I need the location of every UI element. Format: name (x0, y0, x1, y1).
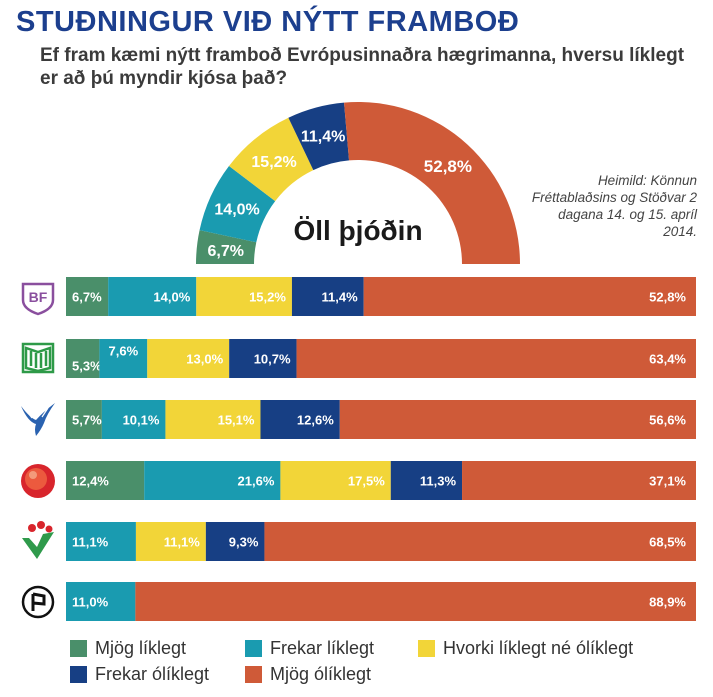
bar-segment-label: 11,1% (72, 535, 109, 550)
legend-item: Hvorki líklegt né ólíklegt (418, 638, 633, 659)
donut-slice-label: 11,4% (301, 129, 345, 146)
bar-segment (280, 461, 391, 500)
bf-logo-text: BF (29, 289, 48, 305)
bar-segment-label: 11,1% (164, 535, 201, 550)
legend-swatch (245, 640, 262, 657)
legend-swatch (70, 666, 87, 683)
bar-segment (264, 522, 696, 561)
sjalfstaedis-logo (21, 403, 55, 436)
bar-segment (291, 277, 364, 316)
piratar-logo (21, 585, 55, 619)
legend-item: Mjög líklegt (70, 638, 186, 659)
bar-segment (66, 400, 102, 439)
legend-swatch (418, 640, 435, 657)
donut-slice-label: 15,2% (251, 154, 296, 171)
bar-segment-label: 11,3% (420, 474, 457, 489)
donut-slice (196, 230, 257, 264)
legend-label: Frekar líklegt (270, 638, 375, 658)
legend-item: Mjög ólíklegt (245, 664, 371, 685)
bar-segment-label: 52,8% (649, 290, 686, 305)
chart-subtitle: Ef fram kæmi nýtt framboð Evrópusinnaðra… (40, 45, 685, 89)
bar-segment (339, 400, 696, 439)
stacked-bar-chart: 6,7% 14,0% 15,2% 11,4% 52,8% 5,3% 7,6% 13,0% 10,… (66, 277, 696, 621)
legend-swatch (70, 640, 87, 657)
donut-slice (344, 102, 520, 264)
bar-segment-label: 63,4% (649, 352, 686, 367)
bar-segment-label: 7,6% (109, 344, 139, 359)
bar-segment (144, 461, 281, 500)
bar-segment (99, 339, 148, 378)
chart-title: STUÐNINGUR VIÐ NÝTT FRAMBOÐ (16, 6, 520, 38)
legend: Mjög líklegt Frekar líklegt Hvorki líkle… (70, 638, 710, 694)
donut-slice-label: 14,0% (214, 202, 259, 219)
bf-logo: BF (21, 282, 55, 316)
bar-segment (66, 277, 109, 316)
bar-segment-label: 6,7% (72, 290, 102, 305)
bar-segment-label: 15,2% (249, 290, 286, 305)
legend-label: Mjög líklegt (95, 638, 187, 658)
bar-segment (390, 461, 463, 500)
bar-segment-label: 13,0% (186, 352, 223, 367)
vinstri-graen-logo (22, 521, 54, 559)
bar-segment-label: 21,6% (238, 474, 275, 489)
bar-segment-label: 10,1% (123, 413, 160, 428)
legend-label: Mjög ólíklegt (270, 664, 372, 684)
bar-segment (205, 522, 265, 561)
bar-segment-label: 12,6% (297, 413, 334, 428)
bar-segment (196, 277, 292, 316)
bar-segment-label: 17,5% (348, 474, 385, 489)
legend-item: Frekar ólíklegt (70, 664, 209, 685)
half-donut-chart: 6,7% 14,0% 15,2% 11,4% 52,8% (196, 102, 520, 264)
bar-segment-label: 12,4% (72, 474, 109, 489)
bar-segment (101, 400, 166, 439)
legend-swatch (245, 666, 262, 683)
bar-segment-label: 68,5% (649, 535, 686, 550)
bar-segment-label: 37,1% (649, 474, 686, 489)
bar-segment-label: 15,1% (218, 413, 255, 428)
bar-segment (260, 400, 340, 439)
bar-segment (363, 277, 696, 316)
bar-segment-label: 10,7% (254, 352, 291, 367)
bar-segment-label: 11,0% (72, 595, 109, 610)
donut-slice (229, 117, 314, 202)
donut-slice (199, 166, 276, 243)
samfylking-logo (21, 464, 55, 498)
framsokn-logo (21, 342, 55, 374)
donut-slice-label: 6,7% (208, 243, 244, 260)
bar-segment (135, 582, 696, 621)
bar-segment (66, 582, 136, 621)
bar-segment-label: 9,3% (229, 535, 259, 550)
bar-segment (108, 277, 197, 316)
legend-item: Frekar líklegt (245, 638, 374, 659)
donut-slice-label: 52,8% (424, 157, 472, 176)
bar-segment-label: 5,7% (72, 413, 102, 428)
legend-label: Hvorki líklegt né ólíklegt (443, 638, 634, 658)
bar-segment (66, 339, 100, 378)
bar-segment (147, 339, 230, 378)
bar-segment-label: 14,0% (153, 290, 190, 305)
bar-segment-label: 56,6% (649, 413, 686, 428)
bar-segment (66, 522, 136, 561)
half-donut-title: Öll þjóðin (293, 215, 422, 246)
source-note: Heimild: Könnun Fréttablaðsins og Stöðva… (531, 173, 697, 239)
bar-segment-label: 11,4% (322, 290, 359, 305)
legend-label: Frekar ólíklegt (95, 664, 210, 684)
donut-slice (288, 102, 350, 171)
bar-segment (229, 339, 297, 378)
bar-segment (66, 461, 145, 500)
bar-segment (296, 339, 696, 378)
bar-segment (135, 522, 206, 561)
bar-segment (462, 461, 696, 500)
bar-segment-label: 5,3% (72, 359, 102, 374)
bar-segment (165, 400, 261, 439)
bar-segment-label: 88,9% (649, 595, 686, 610)
